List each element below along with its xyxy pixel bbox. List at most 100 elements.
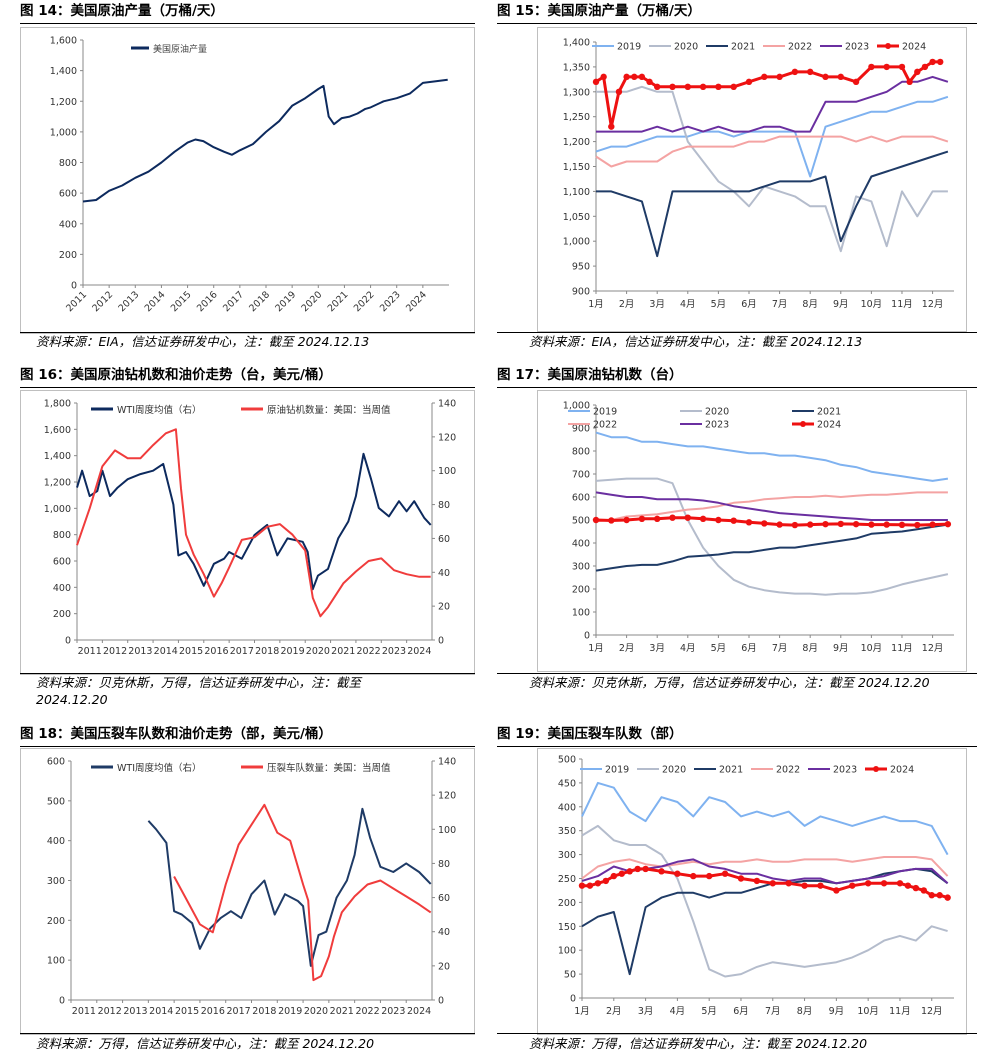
- x-tick-label: 2015: [179, 646, 203, 657]
- y2-tick-label: 40: [438, 568, 450, 579]
- series-point-2024: [837, 73, 844, 81]
- y-tick-label: 1,150: [563, 162, 590, 173]
- y-tick-label: 1,000: [563, 237, 590, 248]
- x-tick-label: 2013: [123, 1006, 147, 1017]
- y-tick-label: 1,300: [563, 87, 590, 98]
- series-point-2024: [669, 83, 676, 91]
- y-tick-label: 1,600: [50, 36, 77, 47]
- series-point-2024: [944, 520, 952, 528]
- legend-marker: [885, 43, 891, 49]
- source-note: 资料来源：贝克休斯，万得，信达证券研发中心，注：截至 2024.12.20: [36, 675, 362, 707]
- y-tick-label: 950: [572, 262, 590, 273]
- y-tick-label: 500: [558, 755, 576, 766]
- series-point-2024: [936, 892, 943, 899]
- x-tick-label: 2020: [304, 1006, 328, 1017]
- x-tick-label: 2017: [221, 289, 246, 314]
- series-point-2024: [602, 877, 610, 885]
- legend-label: 2022: [593, 420, 617, 431]
- y-tick-label: 100: [572, 608, 590, 619]
- x-tick-label: 2019: [278, 1006, 302, 1017]
- y-tick-label: 450: [558, 778, 576, 789]
- x-tick-label: 2月: [619, 643, 635, 654]
- x-tick-label: 8月: [802, 643, 818, 654]
- series-point-2024: [929, 58, 936, 66]
- x-tick-label: 2022: [355, 1006, 379, 1017]
- source-note: 资料来源：EIA，信达证券研发中心，注：截至 2024.12.13: [529, 334, 863, 349]
- series-point-2024: [928, 892, 935, 899]
- y-tick-label: 1,000: [563, 401, 590, 412]
- x-tick-label: 10月: [857, 1006, 879, 1017]
- x-tick-label: 6月: [733, 1006, 749, 1017]
- y-tick-label: 200: [59, 250, 77, 261]
- legend-label: 2021: [731, 42, 755, 53]
- series-point-2024: [631, 73, 638, 81]
- series-line-2020: [595, 477, 949, 596]
- y2-tick-label: 20: [438, 961, 450, 972]
- y-tick-label: 1,100: [563, 187, 590, 198]
- y-tick-label: 400: [59, 219, 77, 230]
- chart-c15: 900 950 1,000 1,050 1,100 1,150 1,200 1,250 1,30…: [563, 38, 954, 310]
- series-point-2024: [833, 887, 840, 894]
- series-point-2024: [849, 882, 856, 889]
- series-line-2024: [595, 60, 941, 129]
- x-tick-label: 2017: [227, 1006, 251, 1017]
- x-tick-label: 2016: [201, 1006, 225, 1017]
- series-point-2024: [914, 68, 921, 76]
- series-point-2024: [822, 73, 829, 81]
- series-point-2024: [806, 521, 814, 528]
- legend-label: 2022: [788, 42, 812, 53]
- x-tick-label: 2023: [381, 1006, 405, 1017]
- x-tick-label: 8月: [802, 299, 818, 310]
- series-point-2024: [690, 872, 697, 880]
- x-tick-label: 5月: [711, 299, 727, 310]
- series-point-2024: [837, 520, 844, 528]
- x-tick-label: 11月: [891, 299, 913, 310]
- chart-c16: 02004006008001,0001,2001,4001,6001,80002…: [44, 399, 456, 658]
- y-tick-label: 1,800: [44, 399, 71, 410]
- x-tick-label: 2月: [619, 299, 635, 310]
- y-tick-label: 400: [47, 836, 65, 847]
- x-tick-label: 2月: [606, 1006, 622, 1017]
- y-tick-label: 800: [59, 158, 77, 169]
- x-tick-label: 2017: [230, 646, 254, 657]
- series-point-2024: [912, 884, 920, 892]
- series-line-main: [82, 78, 448, 203]
- series-point-2024: [898, 521, 906, 529]
- x-tick-label: 2018: [255, 646, 279, 657]
- x-tick-label: 2021: [326, 289, 351, 314]
- y-tick-label: 700: [572, 470, 590, 481]
- series-point-2024: [868, 63, 875, 71]
- x-tick-label: 2016: [204, 646, 228, 657]
- y-tick-label: 1,000: [44, 504, 71, 515]
- y2-tick-label: 100: [438, 825, 456, 836]
- x-tick-label: 4月: [670, 1006, 686, 1017]
- series-point-2024: [721, 870, 729, 877]
- series-point-2024: [898, 63, 906, 71]
- y-tick-label: 600: [47, 757, 65, 768]
- x-tick-label: 2014: [154, 646, 178, 657]
- legend-label: 2020: [705, 407, 729, 418]
- y2-tick-label: 60: [438, 534, 450, 545]
- legend-label: 2020: [662, 765, 686, 776]
- x-tick-label: 2012: [103, 646, 127, 657]
- y-tick-label: 400: [558, 802, 576, 813]
- x-tick-label: 2019: [273, 289, 298, 314]
- y2-tick-label: 60: [438, 893, 450, 904]
- x-tick-label: 2023: [378, 289, 403, 314]
- y2-tick-label: 0: [438, 636, 444, 647]
- y2-tick-label: 0: [438, 996, 444, 1007]
- series-point-2024: [634, 865, 641, 873]
- y-tick-label: 200: [572, 585, 590, 596]
- x-tick-label: 2019: [280, 646, 304, 657]
- y-tick-label: 0: [570, 994, 576, 1005]
- x-tick-label: 11月: [889, 1006, 911, 1017]
- x-tick-label: 9月: [833, 299, 849, 310]
- y-tick-label: 1,250: [563, 112, 590, 123]
- x-tick-label: 2011: [78, 646, 102, 657]
- series-point-2024: [699, 83, 707, 91]
- figure-title: 图 15：美国原油产量（万桶/天）: [497, 3, 701, 19]
- y-tick-label: 250: [558, 874, 576, 885]
- x-tick-label: 10月: [861, 299, 883, 310]
- chart-c18: 0 100 200 300 400 500 600 0 20 40 60 80 100 120 140 201…: [47, 757, 456, 1018]
- x-tick-label: 2015: [169, 289, 194, 314]
